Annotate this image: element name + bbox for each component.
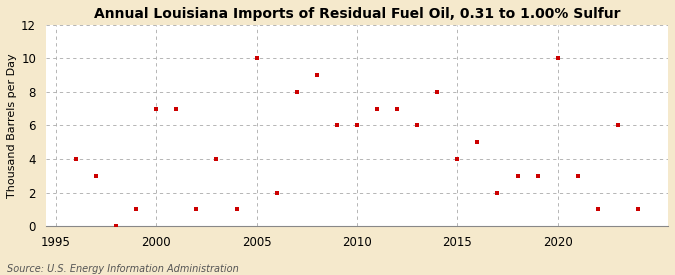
Point (231, 207, 242, 211)
Point (612, 123, 623, 128)
Point (532, 174, 543, 178)
Point (432, 90, 443, 94)
Point (131, 207, 142, 211)
Point (271, 190, 282, 195)
Point (251, 56, 262, 60)
Point (151, 106, 161, 111)
Point (372, 106, 383, 111)
Point (211, 157, 222, 161)
Point (452, 157, 462, 161)
Point (191, 207, 202, 211)
Y-axis label: Thousand Barrels per Day: Thousand Barrels per Day (7, 53, 17, 198)
Point (90, 174, 101, 178)
Point (552, 56, 563, 60)
Title: Annual Louisiana Imports of Residual Fuel Oil, 0.31 to 1.00% Sulfur: Annual Louisiana Imports of Residual Fue… (94, 7, 620, 21)
Point (412, 123, 423, 128)
Point (392, 106, 402, 111)
Point (331, 123, 342, 128)
Point (593, 207, 603, 211)
Point (292, 90, 302, 94)
Point (632, 207, 643, 211)
Point (311, 73, 322, 77)
Point (472, 140, 483, 144)
Point (572, 174, 583, 178)
Point (512, 174, 523, 178)
Point (171, 106, 182, 111)
Point (71, 157, 82, 161)
Point (111, 224, 122, 228)
Point (492, 190, 503, 195)
Point (352, 123, 362, 128)
Text: Source: U.S. Energy Information Administration: Source: U.S. Energy Information Administ… (7, 264, 238, 274)
